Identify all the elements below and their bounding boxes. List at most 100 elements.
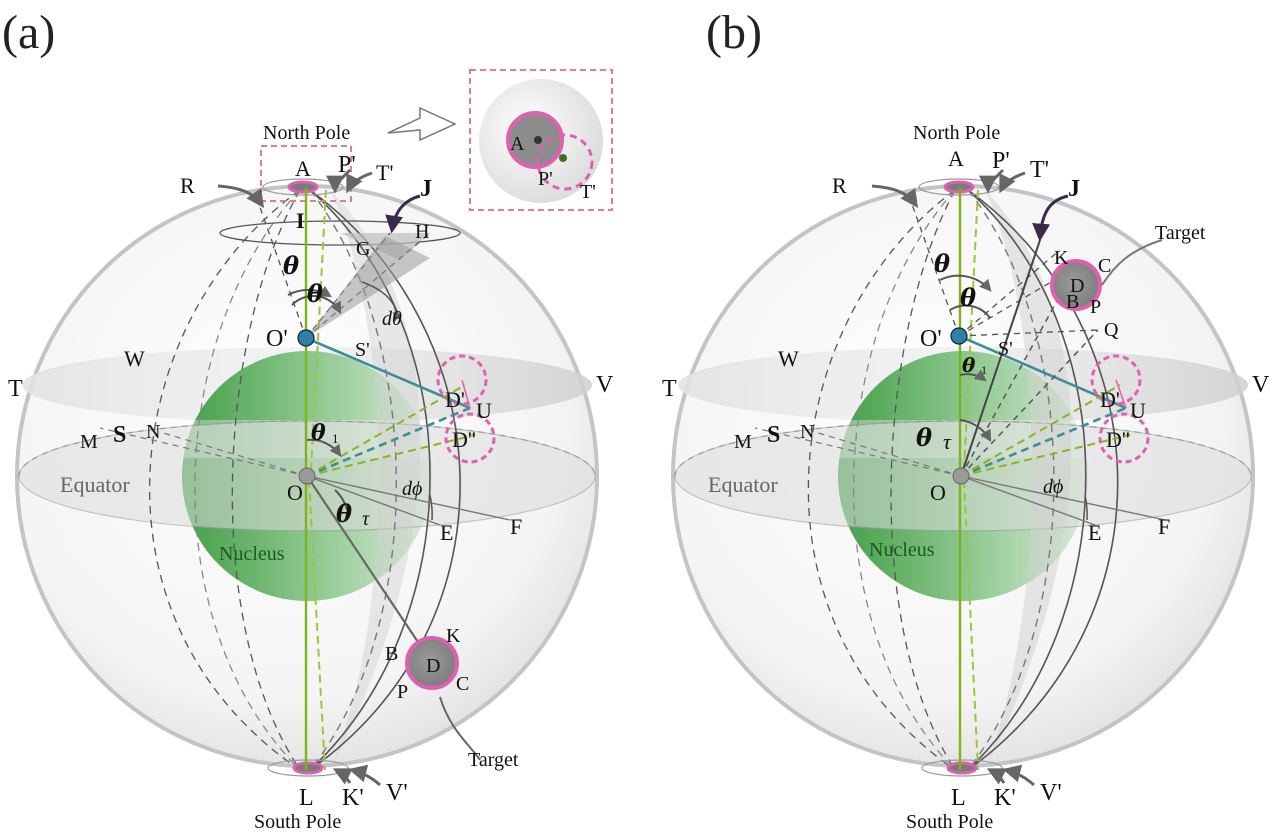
- label-d: D: [426, 655, 440, 677]
- label-oprime-b: O': [920, 326, 942, 352]
- label-u: U: [476, 398, 492, 423]
- label-l: L: [299, 785, 314, 811]
- target-ghost-upper: [436, 354, 488, 406]
- dtheta-arc: [361, 281, 402, 322]
- label-theta-lower-b: θ: [960, 283, 976, 312]
- label-t-b: T: [662, 376, 677, 402]
- meridian-right-1-b: [967, 189, 1119, 771]
- label-theta-upper: θ: [283, 251, 299, 280]
- label-r-b: R: [832, 173, 847, 198]
- pprime-pointer: [326, 168, 352, 194]
- label-dphi-b: dϕ: [1043, 476, 1063, 498]
- label-l-b: L: [951, 785, 966, 811]
- label-r: R: [180, 173, 195, 198]
- label-g: G: [356, 238, 370, 260]
- line-o-d1-b: [960, 384, 1121, 477]
- latitude-circle: [219, 220, 461, 246]
- label-n: N: [146, 421, 160, 443]
- meridian-left-2-b: [852, 189, 956, 771]
- inset-label-a: A: [510, 133, 525, 155]
- label-c: C: [456, 673, 469, 695]
- label-b-b: B: [1066, 291, 1079, 313]
- label-theta1-sub: 1: [332, 431, 339, 446]
- line-o-n-b: [814, 431, 962, 477]
- label-oprime: O': [266, 326, 288, 352]
- line-oprime-k-b: [958, 249, 1061, 337]
- lune-shade: [330, 190, 421, 770]
- meridian-left-3-b: [890, 189, 956, 771]
- line-o-d2-b: [960, 434, 1131, 477]
- axis-dashed-upper: [310, 189, 327, 471]
- panel-a-tag: (a): [2, 6, 55, 59]
- vprime-pointer: [348, 764, 382, 787]
- label-h: H: [415, 221, 429, 243]
- label-w-b: W: [778, 346, 799, 371]
- label-sprime: S': [355, 339, 370, 361]
- line-o-f-b: [960, 475, 1166, 521]
- line-o-n: [159, 431, 308, 477]
- label-t: T: [8, 376, 23, 402]
- target-disc: [405, 636, 459, 690]
- label-j: J: [420, 176, 432, 202]
- line-o-u: [306, 406, 471, 478]
- label-theta1-b: θ: [962, 353, 976, 377]
- label-w: W: [124, 346, 145, 371]
- label-k: K: [446, 625, 461, 647]
- axis-dashed-upper-b: [963, 189, 979, 471]
- theta-tau-arc-b: [959, 419, 992, 443]
- target-pointer: [439, 696, 481, 761]
- inset-dot-a: [534, 136, 542, 144]
- label-theta-tau-b: θ: [916, 423, 932, 452]
- label-north-pole: North Pole: [263, 122, 350, 144]
- label-d-double-prime: D'': [452, 427, 476, 452]
- label-c-b: C: [1098, 255, 1111, 277]
- label-m: M: [80, 431, 98, 453]
- meridian-left-1-b: [807, 189, 956, 771]
- vprime-pointer-b: [1002, 764, 1036, 787]
- label-u-b: U: [1130, 398, 1146, 423]
- label-theta1: θ: [311, 420, 326, 446]
- line-o-s-b: [754, 427, 962, 477]
- label-i: I: [296, 208, 305, 233]
- label-vprime-b: V': [1040, 780, 1062, 806]
- inset-label-pprime: P': [538, 168, 553, 190]
- line-oprime-q-b: [958, 329, 1099, 337]
- label-d-b: D: [1070, 275, 1084, 297]
- label-a-b: A: [948, 146, 964, 171]
- label-q-b: Q: [1104, 319, 1119, 341]
- label-k-b: K: [1054, 247, 1069, 269]
- label-pprime: P': [338, 152, 356, 178]
- line-o-s: [99, 427, 308, 477]
- label-kprime-b: K': [994, 785, 1016, 811]
- label-theta-lower: θ: [307, 279, 323, 308]
- panel-b: (b): [662, 6, 1270, 833]
- label-d-prime: D': [445, 387, 465, 412]
- lune-shade-b: [985, 190, 1072, 770]
- line-oprime-u-b: [958, 334, 1127, 410]
- label-d-double-prime-b: D'': [1106, 427, 1130, 452]
- south-pole-spot-b: [946, 761, 978, 775]
- meridian-left-3: [231, 189, 301, 771]
- theta-tau-arc: [334, 489, 348, 511]
- label-tprime: T': [376, 160, 393, 185]
- label-pprime-b: P': [992, 148, 1010, 174]
- r-pointer: [217, 184, 265, 208]
- line-oprime-u: [305, 336, 471, 410]
- label-tprime-b: T': [1030, 157, 1049, 183]
- label-s-b: S: [767, 422, 780, 448]
- tprime-pointer-b: [999, 171, 1026, 194]
- label-p-b: P: [1090, 296, 1101, 318]
- j-pointer: [385, 194, 421, 234]
- label-a: A: [295, 156, 311, 181]
- meridian-right-2-b: [967, 189, 1087, 771]
- theta-arc-lower-b: [949, 304, 991, 319]
- line-o-j-b: [960, 239, 1041, 477]
- line-o-u-b: [960, 406, 1127, 478]
- south-pole-ring: [267, 759, 349, 777]
- label-vprime: V': [386, 780, 408, 806]
- theta1-arc-b: [959, 369, 987, 382]
- theta-arc-lower: [291, 295, 342, 315]
- target-ghost-lower: [444, 412, 496, 464]
- j-pointer-b: [1032, 194, 1069, 242]
